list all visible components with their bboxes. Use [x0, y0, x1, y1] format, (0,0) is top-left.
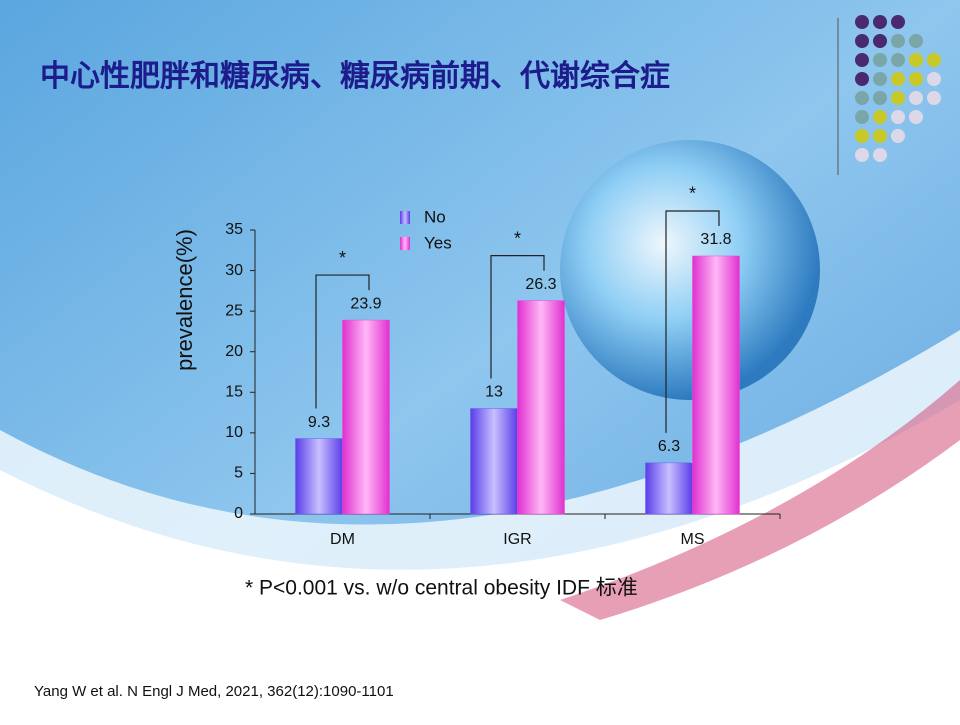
legend-label: Yes — [424, 233, 452, 252]
y-tick-label: 5 — [234, 465, 243, 482]
value-label: 23.9 — [350, 295, 381, 312]
y-tick-label: 30 — [225, 262, 243, 279]
value-label: 9.3 — [308, 414, 330, 431]
dot — [855, 129, 869, 143]
y-axis-label: prevalence(%) — [172, 229, 197, 371]
dot — [927, 53, 941, 67]
dot — [927, 72, 941, 86]
y-tick-label: 25 — [225, 302, 243, 319]
dot — [873, 34, 887, 48]
x-tick-label: DM — [330, 531, 355, 548]
dot — [909, 34, 923, 48]
dot — [855, 110, 869, 124]
significance-mark: * — [689, 184, 696, 204]
bar — [517, 300, 565, 515]
y-tick-label: 0 — [234, 505, 243, 522]
dot — [891, 15, 905, 29]
dot — [873, 148, 887, 162]
legend-swatch — [400, 211, 410, 224]
dot — [855, 148, 869, 162]
dot — [891, 110, 905, 124]
y-tick-label: 10 — [225, 424, 243, 441]
dot — [855, 15, 869, 29]
dot — [891, 91, 905, 105]
value-label: 6.3 — [658, 438, 680, 455]
dot — [873, 110, 887, 124]
citation: Yang W et al. N Engl J Med, 2021, 362(12… — [34, 683, 394, 700]
dot — [909, 91, 923, 105]
bar — [342, 319, 390, 515]
significance-mark: * — [339, 248, 346, 268]
y-tick-label: 35 — [225, 221, 243, 238]
dot — [855, 91, 869, 105]
dot — [873, 129, 887, 143]
value-label: 13 — [485, 384, 503, 401]
dot — [909, 110, 923, 124]
x-tick-label: IGR — [503, 531, 531, 548]
dot — [891, 129, 905, 143]
legend-swatch — [400, 237, 410, 250]
swoosh — [560, 380, 960, 620]
dot — [909, 72, 923, 86]
dot — [873, 91, 887, 105]
bar — [470, 408, 518, 515]
dot — [891, 34, 905, 48]
y-tick-label: 20 — [225, 343, 243, 360]
bar — [645, 462, 693, 515]
swoosh — [0, 400, 960, 720]
dot — [891, 53, 905, 67]
bar — [295, 438, 343, 515]
value-label: 31.8 — [700, 231, 731, 248]
value-label: 26.3 — [525, 276, 556, 293]
significance-mark: * — [514, 228, 521, 248]
y-tick-label: 15 — [225, 384, 243, 401]
dot — [855, 34, 869, 48]
dot — [855, 53, 869, 67]
significance-bracket — [315, 274, 370, 409]
x-tick-label: MS — [681, 531, 705, 548]
dot — [891, 72, 905, 86]
slide-title: 中心性肥胖和糖尿病、糖尿病前期、代谢综合症 — [40, 59, 670, 93]
dot — [873, 72, 887, 86]
dot — [873, 53, 887, 67]
footnote: * P<0.001 vs. w/o central obesity IDF 标准 — [245, 577, 638, 600]
dot-decoration — [855, 15, 941, 162]
significance-bracket — [490, 254, 545, 379]
dot — [927, 91, 941, 105]
dot — [909, 53, 923, 67]
dot — [855, 72, 869, 86]
dot — [873, 15, 887, 29]
legend-label: No — [424, 207, 446, 226]
globe — [560, 140, 820, 400]
bar — [692, 255, 740, 515]
significance-bracket — [665, 210, 720, 433]
